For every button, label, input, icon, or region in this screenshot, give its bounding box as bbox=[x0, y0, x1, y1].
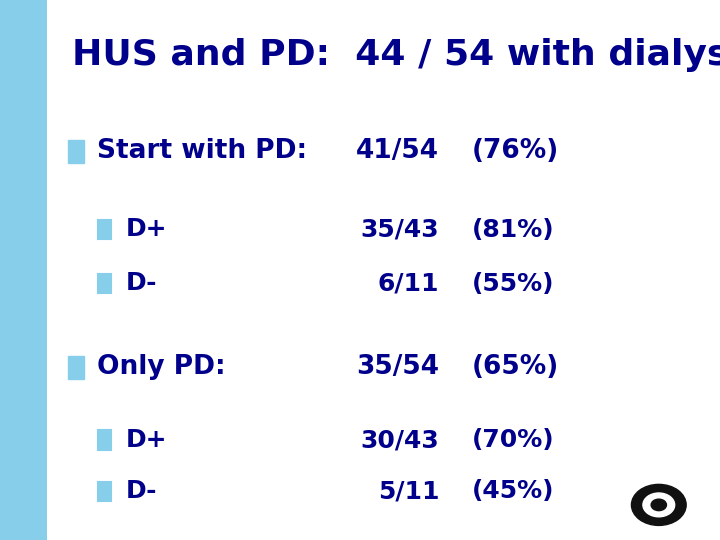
Text: 6/11: 6/11 bbox=[378, 272, 439, 295]
FancyBboxPatch shape bbox=[98, 274, 111, 293]
Text: 5/11: 5/11 bbox=[378, 480, 439, 503]
Circle shape bbox=[651, 499, 667, 511]
Text: (76%): (76%) bbox=[472, 138, 559, 164]
Text: 35/43: 35/43 bbox=[361, 218, 439, 241]
Text: D-: D- bbox=[126, 272, 158, 295]
Text: 41/54: 41/54 bbox=[356, 138, 439, 164]
Text: (65%): (65%) bbox=[472, 354, 559, 380]
Text: D-: D- bbox=[126, 480, 158, 503]
FancyBboxPatch shape bbox=[98, 430, 111, 450]
FancyBboxPatch shape bbox=[98, 482, 111, 501]
Circle shape bbox=[643, 493, 675, 517]
Text: Only PD:: Only PD: bbox=[97, 354, 226, 380]
FancyBboxPatch shape bbox=[98, 220, 111, 239]
Text: Start with PD:: Start with PD: bbox=[97, 138, 307, 164]
Text: 30/43: 30/43 bbox=[361, 428, 439, 452]
Text: 35/54: 35/54 bbox=[356, 354, 439, 380]
FancyBboxPatch shape bbox=[68, 140, 84, 163]
FancyBboxPatch shape bbox=[68, 356, 84, 379]
Text: (70%): (70%) bbox=[472, 428, 554, 452]
FancyBboxPatch shape bbox=[0, 0, 47, 540]
Text: HUS and PD:  44 / 54 with dialysis: HUS and PD: 44 / 54 with dialysis bbox=[72, 38, 720, 72]
Text: D+: D+ bbox=[126, 218, 168, 241]
Circle shape bbox=[631, 484, 686, 525]
Text: (81%): (81%) bbox=[472, 218, 554, 241]
Text: D+: D+ bbox=[126, 428, 168, 452]
Text: (55%): (55%) bbox=[472, 272, 554, 295]
Text: (45%): (45%) bbox=[472, 480, 554, 503]
